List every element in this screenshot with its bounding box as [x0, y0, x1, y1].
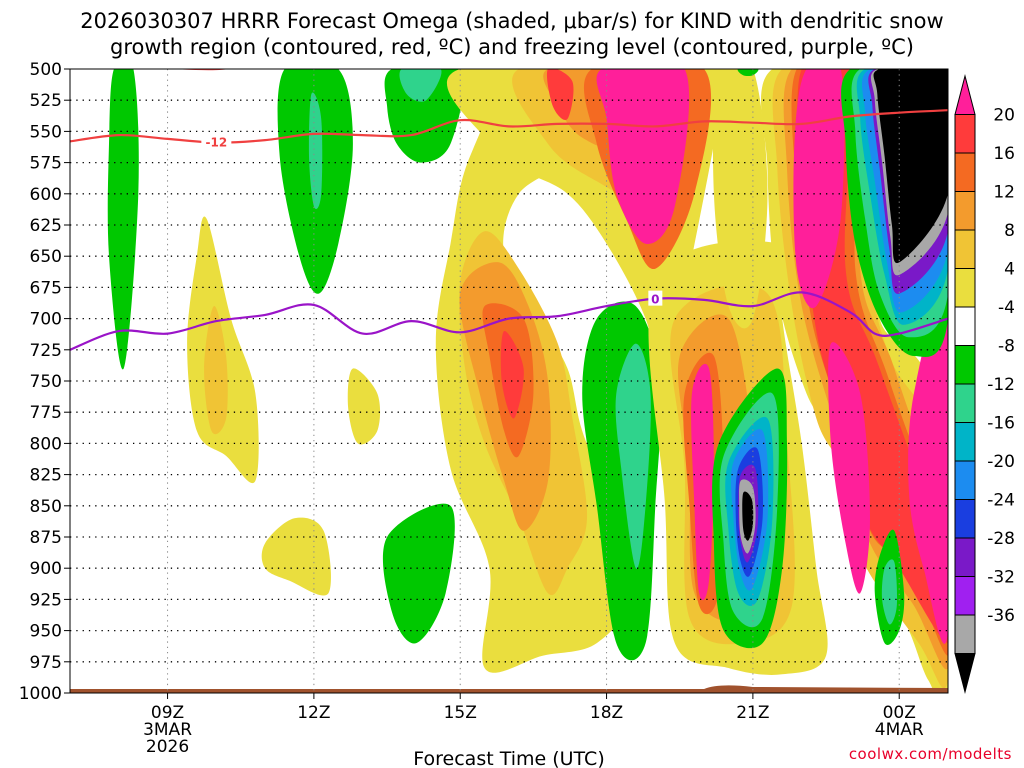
omega-region-0 [107, 69, 139, 370]
legend-label-1: 16 [993, 144, 1015, 164]
omega-region-9 [382, 503, 455, 644]
freezing-level-label: 0 [651, 293, 659, 307]
legend-label-12: -32 [987, 568, 1015, 588]
y-tick-label-525: 525 [30, 91, 62, 111]
y-tick-label-800: 800 [30, 434, 62, 454]
legend-swatch-12 [954, 537, 976, 577]
y-tick-label-550: 550 [30, 122, 62, 142]
dgz-contour-label-bg [201, 133, 232, 149]
credit-link[interactable]: coolwx.com/modelts [849, 745, 1012, 763]
y-tick-label-750: 750 [30, 372, 62, 392]
chart-title-line2: growth region (contoured, red, ºC) and f… [110, 35, 914, 59]
y-tick-label-700: 700 [30, 310, 62, 330]
legend-swatch-14 [954, 614, 976, 654]
legend-swatch-3 [954, 191, 976, 231]
omega-region-20 [596, 69, 690, 244]
y-tick-label-825: 825 [30, 466, 62, 486]
legend-label-11: -28 [987, 529, 1015, 549]
x-tick-label-15-0: 15Z [444, 703, 477, 723]
omega-region-35 [828, 342, 870, 594]
y-tick-label-975: 975 [30, 653, 62, 673]
grid-lines [70, 69, 948, 693]
chart-title-line1: 2026030307 HRRR Forecast Omega (shaded, … [80, 9, 943, 33]
y-tick-label-725: 725 [30, 341, 62, 361]
y-tick-label-1000: 1000 [19, 684, 62, 704]
omega-region-46 [881, 559, 898, 625]
legend-swatch-2 [954, 152, 976, 192]
y-tick-label-600: 600 [30, 185, 62, 205]
omega-region-14 [500, 330, 524, 419]
contour-lines: -12 0 [70, 69, 948, 351]
legend-label-9: -20 [987, 452, 1015, 472]
legend-swatch-11 [954, 499, 976, 539]
omega-region-44 [742, 491, 754, 541]
omega-region-8 [399, 69, 442, 102]
x-tick-label-9-2: 2026 [146, 737, 189, 757]
legend-label-8: -16 [987, 414, 1015, 434]
legend-swatch-9 [954, 422, 976, 462]
legend-swatch-0 [954, 74, 976, 115]
surface-ground [70, 685, 948, 693]
legend-swatch-8 [954, 383, 976, 423]
y-tick-label-950: 950 [30, 622, 62, 642]
omega-region-34 [793, 69, 845, 308]
y-tick-label-850: 850 [30, 497, 62, 517]
freezing-level-line [70, 291, 948, 351]
omega-region-27 [691, 363, 714, 601]
legend-swatch-6 [954, 306, 976, 346]
dgz-contour-upper-line [170, 69, 232, 71]
legend-label-0: 20 [993, 106, 1015, 126]
omega-region-28 [712, 69, 768, 329]
y-tick-label-500: 500 [30, 60, 62, 80]
x-tick-label-12-0: 12Z [297, 703, 330, 723]
color-legend: 20 16 12 8 4 -4 -8 -12 -16 -20 -24 -28 -32 -36 [954, 74, 1015, 694]
x-tick-label-18-0: 18Z [590, 703, 623, 723]
x-tick-label-9-1: 3MAR [143, 720, 192, 740]
y-tick-label-775: 775 [30, 403, 62, 423]
freezing-level-label-bg [648, 290, 663, 306]
legend-swatch-1 [954, 114, 976, 154]
x-axis-label: Forecast Time (UTC) [413, 748, 604, 768]
y-tick-label-575: 575 [30, 154, 62, 174]
y-tick-label-900: 900 [30, 559, 62, 579]
x-tick-label-24-1: 4MAR [875, 720, 924, 740]
y-axis-ticks: 500 525 550 575 600 625 650 675 700 725 750 775 800 8… [19, 60, 70, 704]
legend-label-3: 8 [1004, 221, 1015, 241]
legend-swatch-4 [954, 229, 976, 269]
y-tick-label-675: 675 [30, 278, 62, 298]
omega-region-22 [615, 343, 651, 569]
omega-region-18 [546, 69, 574, 120]
x-tick-label-9-0: 09Z [151, 703, 184, 723]
legend-swatch-13 [954, 576, 976, 616]
omega-region-36 [908, 284, 948, 644]
omega-region-54 [737, 69, 759, 77]
legend-swatch-7 [954, 345, 976, 385]
legend-label-10: -24 [987, 491, 1015, 511]
legend-swatch-10 [954, 460, 976, 500]
legend-label-6: -8 [998, 337, 1015, 357]
legend-swatch-15 [954, 653, 976, 694]
omega-region-7 [384, 69, 464, 163]
omega-region-53 [873, 69, 948, 264]
y-tick-label-875: 875 [30, 528, 62, 548]
legend-label-4: 4 [1004, 260, 1015, 280]
legend-label-5: -4 [998, 298, 1015, 318]
y-tick-label-925: 925 [30, 590, 62, 610]
dgz-contour-label: -12 [205, 135, 227, 149]
surface-band [70, 685, 948, 693]
legend-label-2: 12 [993, 183, 1015, 203]
omega-region-2 [204, 306, 228, 435]
omega-region-5 [347, 368, 381, 445]
omega-region-4 [308, 92, 323, 210]
legend-label-13: -36 [987, 606, 1015, 626]
x-tick-label-24-0: 00Z [883, 703, 916, 723]
x-tick-label-21-0: 21Z [736, 703, 769, 723]
legend-swatch-5 [954, 268, 976, 308]
legend-label-7: -12 [987, 375, 1015, 395]
y-tick-label-650: 650 [30, 247, 62, 267]
y-tick-label-625: 625 [30, 216, 62, 236]
